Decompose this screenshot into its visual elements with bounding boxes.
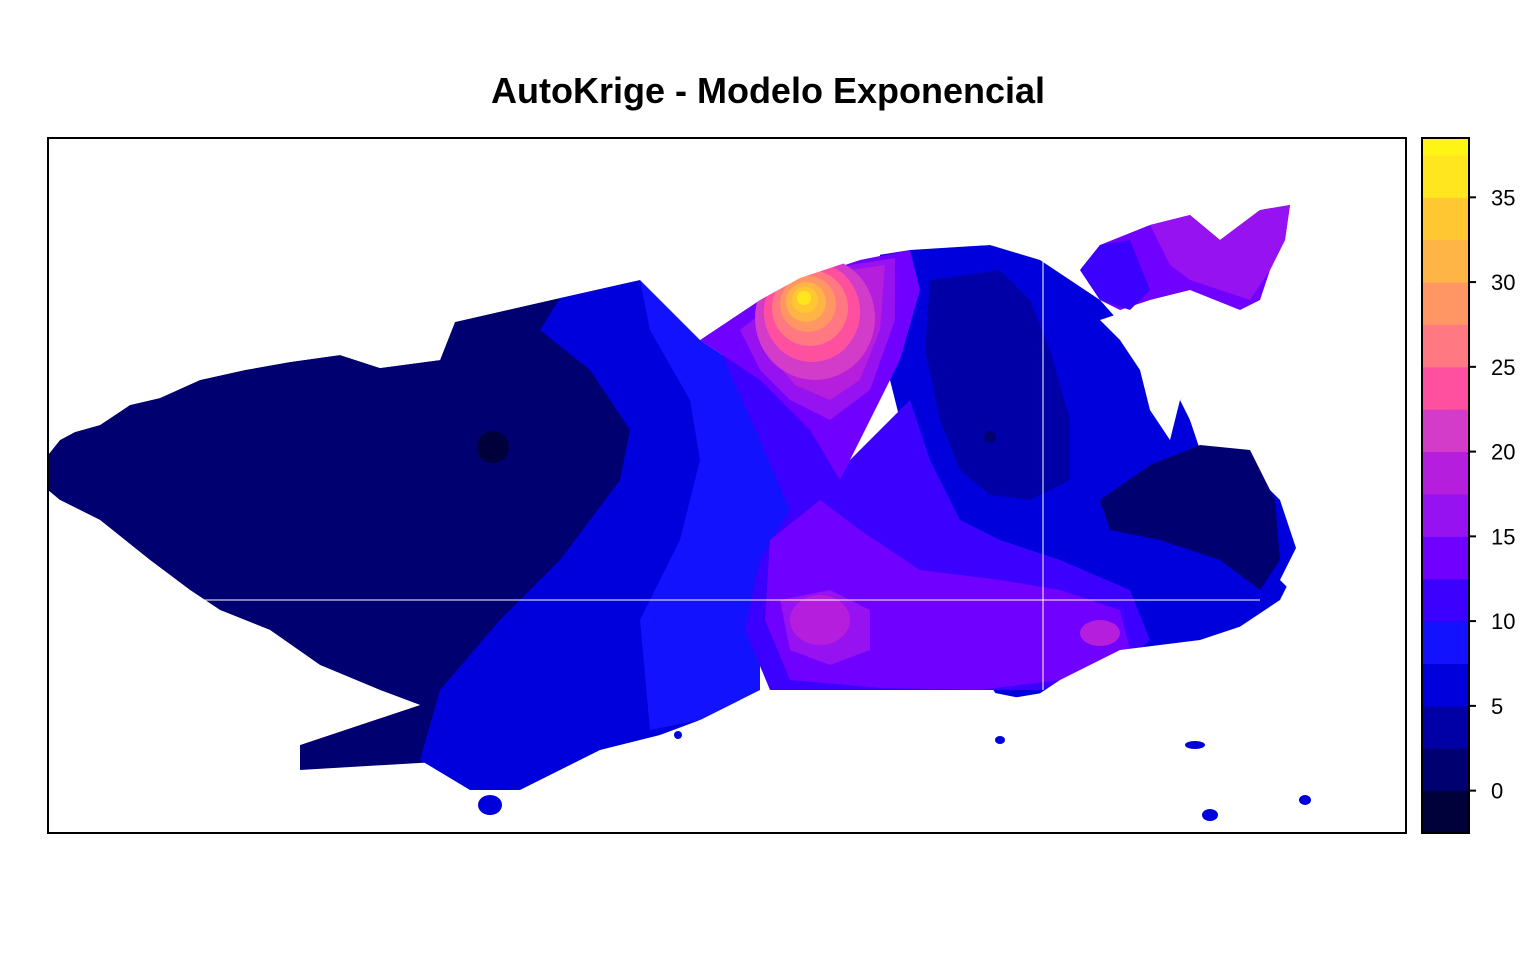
land-pink-spot bbox=[790, 595, 850, 645]
colorbar-band bbox=[1422, 705, 1469, 749]
land-east-dark bbox=[925, 270, 1070, 500]
colorbar bbox=[1422, 138, 1469, 834]
map-frame bbox=[47, 137, 1407, 834]
island-2 bbox=[1202, 809, 1218, 821]
colorbar-band bbox=[1422, 536, 1469, 580]
land-northeast-light bbox=[1150, 205, 1290, 300]
colorbar-band bbox=[1422, 748, 1469, 792]
colorbar-band bbox=[1422, 451, 1469, 495]
colorbar-ticks: 0 5 10 15 20 25 30 35 bbox=[1469, 185, 1515, 804]
sea-north bbox=[48, 138, 1406, 455]
colorbar-tick-label: 10 bbox=[1491, 609, 1515, 634]
colorbar-band bbox=[1422, 282, 1469, 325]
sea-east bbox=[1180, 300, 1406, 600]
colorbar-frame bbox=[1421, 137, 1470, 834]
colorbar-tick-label: 35 bbox=[1491, 185, 1515, 210]
colorbar-tick-label: 0 bbox=[1491, 779, 1503, 804]
island-4 bbox=[995, 736, 1005, 744]
land-northeast-blue bbox=[1080, 240, 1150, 310]
colorbar-band bbox=[1422, 366, 1469, 410]
colorbar-tick-label: 5 bbox=[1491, 694, 1503, 719]
island-5 bbox=[1185, 741, 1205, 749]
colorbar-band bbox=[1422, 239, 1469, 283]
colorbar-band bbox=[1422, 154, 1469, 198]
land-east-navy bbox=[1100, 445, 1280, 590]
colorbar-tick-label: 30 bbox=[1491, 270, 1515, 295]
sea-west-coast bbox=[48, 500, 420, 833]
land-dark-spot-east bbox=[984, 431, 996, 443]
island-6 bbox=[674, 731, 682, 739]
colorbar-tick-label: 15 bbox=[1491, 524, 1515, 549]
colorbar-band bbox=[1422, 493, 1469, 537]
chart-title: AutoKrige - Modelo Exponencial bbox=[490, 70, 1046, 111]
island-3 bbox=[1299, 795, 1311, 805]
colorbar-band bbox=[1422, 621, 1469, 664]
colorbar-band bbox=[1422, 197, 1469, 241]
colorbar-tick-label: 25 bbox=[1491, 355, 1515, 380]
colorbar-band bbox=[1422, 790, 1469, 834]
island-1 bbox=[478, 795, 502, 815]
sea-south bbox=[520, 590, 1406, 833]
sea-bay bbox=[1100, 295, 1240, 440]
land-dark-spot-west bbox=[477, 431, 509, 463]
land-pink-spot-east bbox=[1080, 620, 1120, 646]
colorbar-band bbox=[1422, 663, 1469, 707]
map-surface bbox=[48, 138, 1406, 833]
colorbar-band bbox=[1422, 138, 1469, 156]
colorbar-band bbox=[1422, 409, 1469, 453]
colorbar-tick-label: 20 bbox=[1491, 440, 1515, 465]
colorbar-band bbox=[1422, 324, 1469, 368]
colorbar-band bbox=[1422, 578, 1469, 622]
land-hot-9 bbox=[797, 291, 811, 305]
